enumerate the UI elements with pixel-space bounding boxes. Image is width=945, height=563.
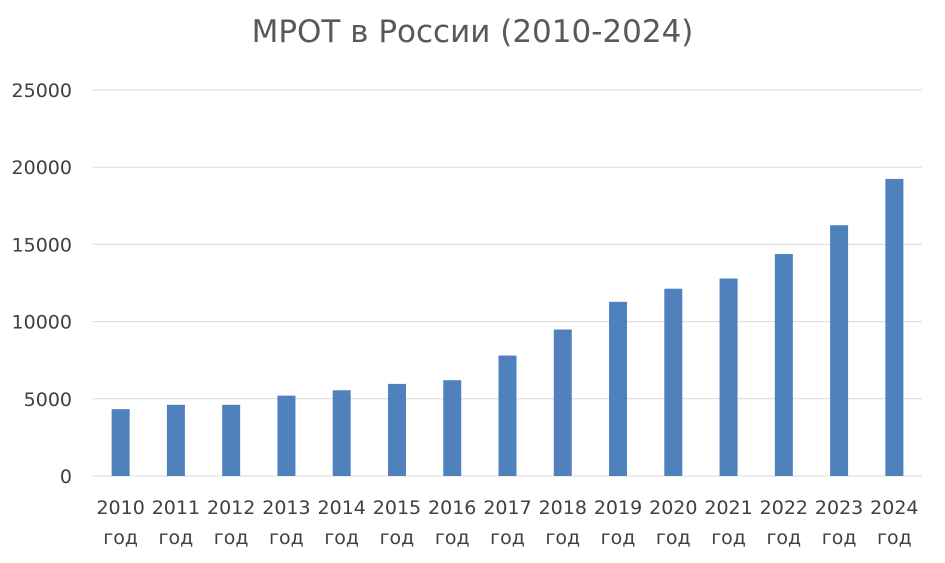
bar	[111, 409, 130, 476]
x-tick-label: год	[380, 527, 415, 549]
x-tick-label: год	[545, 527, 580, 549]
x-tick-label: год	[435, 527, 470, 549]
x-tick-label: 2010	[96, 497, 144, 519]
x-tick-label: год	[656, 527, 691, 549]
x-tick-label: 2019	[594, 497, 642, 519]
y-tick-label: 15000	[12, 234, 72, 256]
y-tick-label: 25000	[12, 80, 72, 102]
x-tick-label: 2020	[649, 497, 697, 519]
x-tick-label: 2024	[870, 497, 918, 519]
bar	[774, 254, 793, 476]
x-tick-label: год	[269, 527, 304, 549]
bar	[277, 395, 296, 476]
x-tick-label: год	[490, 527, 525, 549]
y-tick-label: 0	[60, 466, 72, 488]
x-tick-label: год	[711, 527, 746, 549]
bar	[443, 380, 462, 476]
x-tick-label: 2021	[704, 497, 752, 519]
x-tick-label: год	[324, 527, 359, 549]
bar	[222, 404, 241, 476]
x-tick-label: год	[601, 527, 636, 549]
bar	[719, 278, 738, 476]
x-tick-label: 2016	[428, 497, 476, 519]
y-axis: 0 5000 10000 15000 20000 25000	[12, 80, 72, 488]
x-tick-label: год	[822, 527, 857, 549]
x-tick-label: год	[877, 527, 912, 549]
x-tick-label: год	[766, 527, 801, 549]
x-tick-label: 2022	[760, 497, 808, 519]
x-tick-label: 2014	[318, 497, 366, 519]
bar	[830, 225, 849, 476]
y-tick-label: 5000	[24, 389, 72, 411]
bar	[553, 329, 572, 476]
x-tick-label: 2012	[207, 497, 255, 519]
x-tick-label: год	[214, 527, 249, 549]
bar	[664, 288, 683, 476]
x-axis: 2010 год 2011 год 2012 год 2013 год 2014 год 2015 г…	[96, 497, 918, 549]
x-tick-label: 2013	[262, 497, 310, 519]
bar	[166, 404, 185, 476]
bar	[609, 301, 628, 476]
y-tick-label: 10000	[12, 312, 72, 334]
bar	[387, 383, 406, 476]
bar	[332, 390, 351, 476]
x-tick-label: 2011	[152, 497, 200, 519]
x-tick-label: 2018	[539, 497, 587, 519]
x-tick-label: год	[103, 527, 138, 549]
bars	[111, 178, 904, 477]
x-tick-label: 2017	[483, 497, 531, 519]
x-tick-label: 2023	[815, 497, 863, 519]
bar	[498, 355, 517, 476]
bar	[885, 178, 904, 477]
chart-title: МРОТ в России (2010-2024)	[251, 14, 694, 50]
x-tick-label: год	[159, 527, 194, 549]
x-tick-label: 2015	[373, 497, 421, 519]
y-tick-label: 20000	[12, 157, 72, 179]
